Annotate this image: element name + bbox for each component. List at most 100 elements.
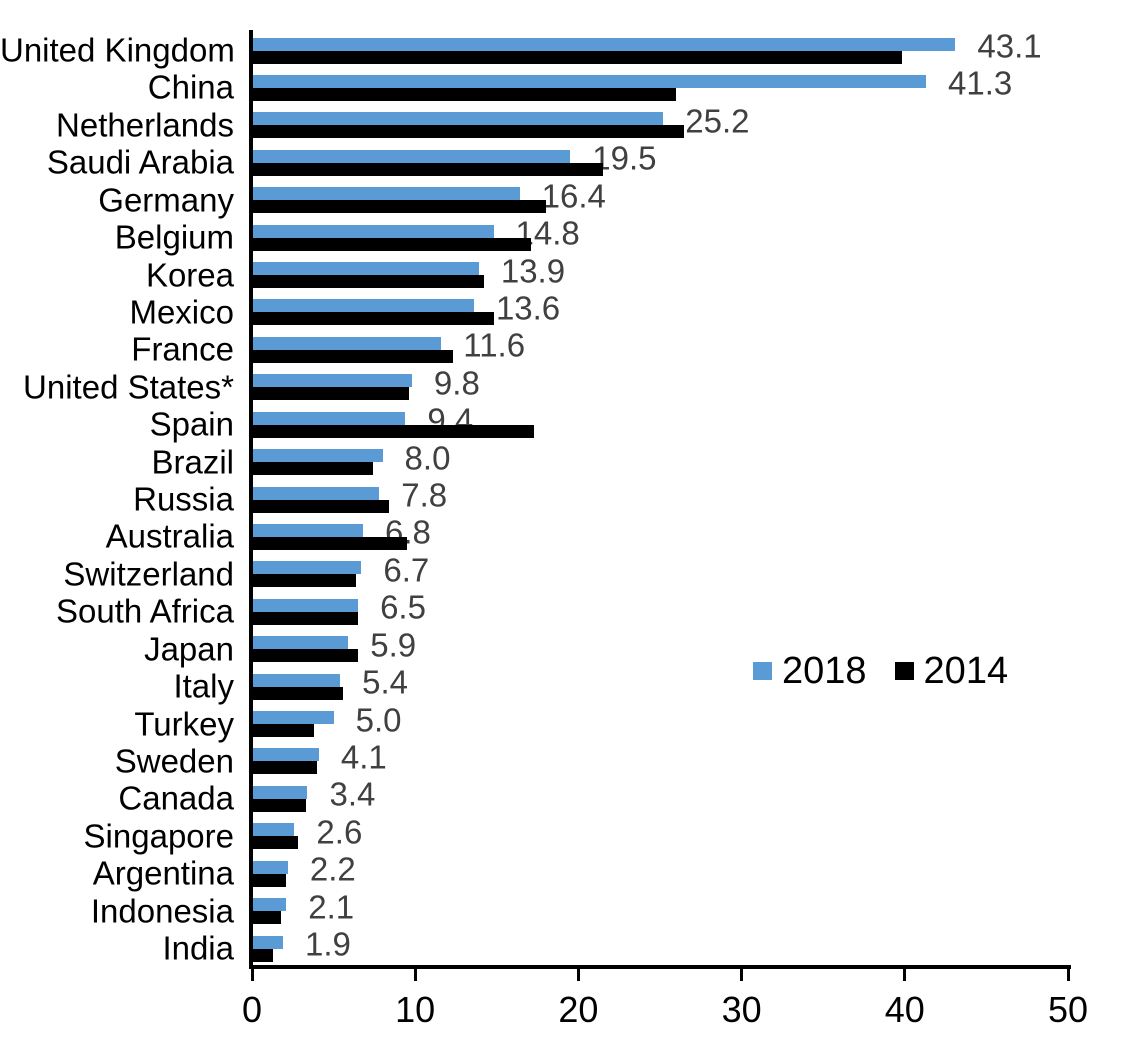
- bar-2018: [252, 711, 334, 725]
- value-label: 8.0: [404, 439, 451, 477]
- category-label: Argentina: [92, 854, 234, 892]
- value-label: 1.9: [305, 925, 351, 963]
- x-tick: [1066, 969, 1070, 981]
- bar-2018: [252, 935, 283, 949]
- value-label: 3.4: [329, 775, 376, 813]
- bar-2018: [252, 374, 412, 388]
- bar-2018: [252, 37, 956, 51]
- category-label: Spain: [149, 405, 234, 443]
- legend-label-2018: 2018: [782, 650, 867, 692]
- x-tick-label: 40: [884, 989, 925, 1030]
- value-label: 13.9: [500, 252, 566, 290]
- bar-2014: [252, 237, 532, 251]
- bar-2014: [252, 462, 373, 476]
- value-label: 43.1: [977, 27, 1042, 65]
- bar-2018: [252, 411, 406, 425]
- x-tick: [903, 969, 907, 981]
- category-label: Italy: [173, 667, 234, 705]
- legend-item-2018: 2018: [753, 652, 867, 690]
- bar-2014: [252, 536, 408, 550]
- bar-2014: [252, 312, 494, 326]
- value-label: 6.7: [383, 551, 430, 589]
- legend-item-2014: 2014: [894, 650, 1009, 692]
- x-tick: [413, 969, 417, 981]
- bar-2014: [252, 200, 546, 214]
- bar-2014: [252, 724, 315, 738]
- value-label: 2.1: [308, 888, 355, 926]
- legend-label-2014: 2014: [923, 650, 1009, 692]
- value-label: 5.0: [355, 701, 402, 739]
- value-label: 7.8: [401, 476, 448, 514]
- bar-2014: [252, 349, 453, 363]
- bar-2018: [252, 636, 349, 650]
- value-label: 5.9: [370, 626, 417, 664]
- bar-2018: [252, 224, 494, 238]
- bar-2014: [252, 387, 409, 401]
- bar-2018: [252, 523, 363, 537]
- bar-2014: [252, 611, 359, 625]
- category-label: China: [147, 68, 234, 106]
- bar-2018: [252, 898, 287, 912]
- value-label: 41.3: [948, 64, 1013, 102]
- category-label: Turkey: [134, 705, 234, 743]
- bar-2018: [252, 262, 479, 276]
- y-axis-line: [249, 30, 253, 969]
- bar-2018: [252, 823, 295, 837]
- bar-2018: [252, 112, 664, 126]
- bar-2014: [252, 911, 282, 925]
- legend-swatch-2014: [894, 662, 914, 680]
- x-tick-label: 20: [558, 989, 599, 1030]
- value-label: 2.6: [316, 813, 363, 851]
- category-label: United States*: [23, 368, 234, 406]
- x-tick: [250, 969, 254, 981]
- category-label: Switzerland: [63, 555, 234, 593]
- value-label: 25.2: [685, 102, 750, 140]
- bar-2014: [252, 87, 677, 101]
- bar-2014: [252, 125, 685, 139]
- bar-2018: [252, 336, 442, 350]
- category-label: France: [131, 330, 234, 368]
- value-label: 9.8: [433, 364, 480, 402]
- bar-2014: [252, 686, 344, 700]
- value-label: 11.6: [463, 326, 526, 364]
- value-label: 19.5: [592, 139, 657, 177]
- bar-2014: [252, 499, 390, 513]
- category-label: Netherlands: [56, 106, 234, 144]
- category-label: Canada: [118, 779, 234, 817]
- bar-2018: [252, 187, 520, 201]
- legend-swatch-2018: [753, 662, 772, 680]
- bar-2014: [252, 798, 306, 812]
- category-label: United Kingdom: [0, 31, 235, 69]
- category-label: Saudi Arabia: [46, 143, 234, 181]
- bar-2018: [252, 74, 927, 88]
- bar-2018: [252, 785, 308, 799]
- bar-2014: [252, 574, 357, 588]
- x-axis-line: [249, 965, 1071, 969]
- bar-2014: [252, 50, 902, 64]
- bar-2014: [252, 948, 274, 962]
- value-label: 5.4: [362, 663, 408, 701]
- category-label: Singapore: [83, 817, 234, 855]
- category-label: India: [162, 929, 234, 967]
- bar-2018: [252, 449, 383, 463]
- bar-2014: [252, 761, 318, 775]
- bar-2014: [252, 162, 603, 176]
- category-label: Brazil: [151, 443, 234, 481]
- category-label: Belgium: [114, 218, 234, 256]
- value-label: 13.6: [495, 289, 561, 327]
- bar-2014: [252, 836, 298, 850]
- bar-2018: [252, 860, 288, 874]
- category-label: Russia: [133, 480, 234, 518]
- x-tick-label: 30: [721, 989, 762, 1030]
- x-tick: [576, 969, 580, 981]
- value-label: 6.5: [380, 588, 426, 626]
- category-label: Korea: [145, 256, 234, 294]
- category-label: Australia: [105, 517, 234, 555]
- legend: 2018 2014: [753, 652, 1008, 690]
- bar-2018: [252, 598, 359, 612]
- x-tick-label: 50: [1047, 989, 1089, 1030]
- x-tick-label: 10: [395, 989, 436, 1030]
- bar-2018: [252, 486, 380, 500]
- category-label: Japan: [144, 630, 234, 668]
